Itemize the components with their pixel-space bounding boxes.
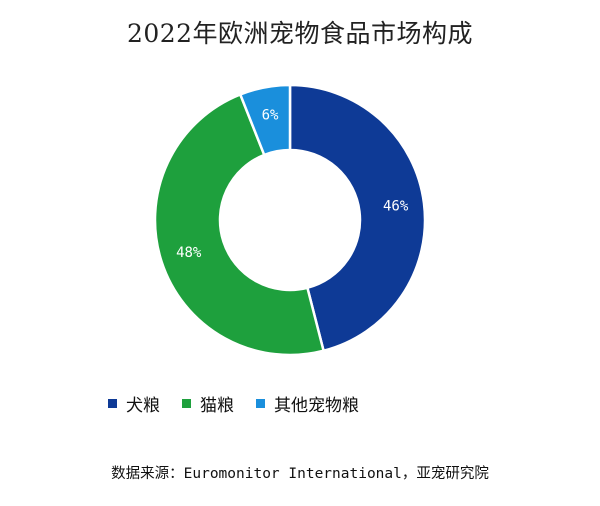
legend-label: 猫粮 [200,396,234,416]
legend-swatch [182,399,191,408]
slice-value-label-1: 48% [176,245,202,261]
donut-slice-0 [288,83,427,353]
legend-label: 犬粮 [126,396,160,416]
donut-slices [153,83,427,357]
slice-value-label-2: 6% [262,107,279,123]
donut-slice-1 [153,92,326,357]
donut-labels: 46% 48% 6% [176,107,409,261]
data-source-note: 数据来源：Euromonitor International，亚宠研究院 [111,466,489,482]
legend-swatch [108,399,117,408]
legend-swatch [256,399,265,408]
donut-chart: 46% 48% 6% [153,83,427,357]
legend-item-dog-food: 犬粮 [108,391,160,416]
chart-legend: 犬粮 猫粮 其他宠物粮 [108,391,381,416]
legend-item-other-food: 其他宠物粮 [256,391,359,416]
slice-value-label-0: 46% [383,199,409,215]
legend-item-cat-food: 猫粮 [182,391,234,416]
legend-label: 其他宠物粮 [274,396,359,416]
chart-title: 2022年欧洲宠物食品市场构成 [126,19,474,48]
donut-slice-2 [238,83,292,157]
